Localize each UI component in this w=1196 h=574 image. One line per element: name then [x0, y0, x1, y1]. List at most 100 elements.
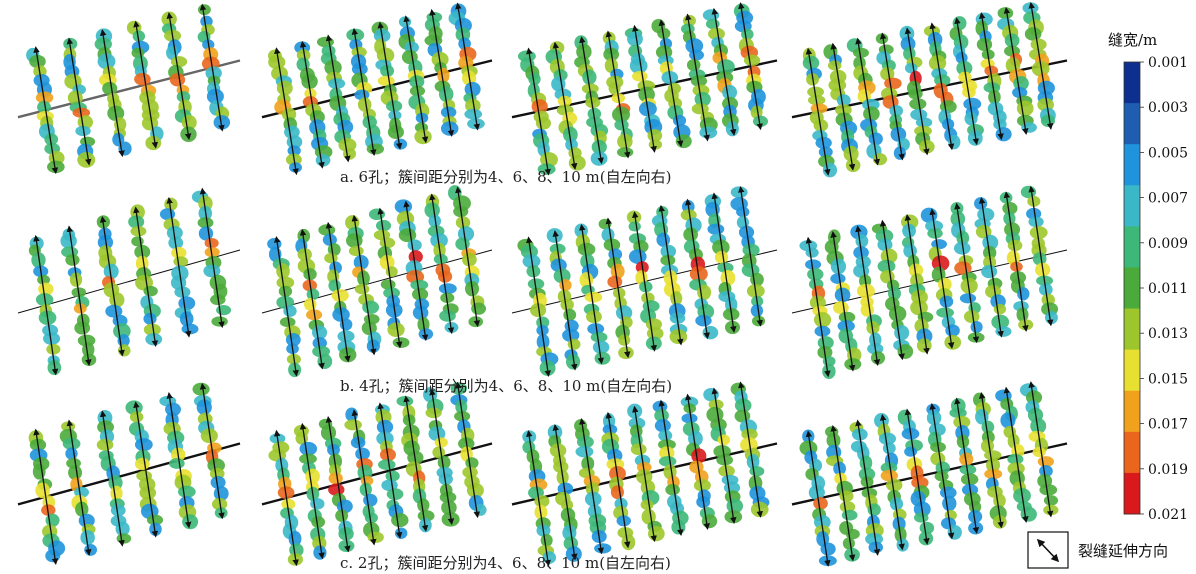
propagation-arrow	[1003, 7, 1017, 72]
propagation-arrow	[685, 13, 699, 78]
propagation-arrow	[685, 198, 699, 269]
propagation-arrow	[579, 417, 593, 487]
fracture-panel	[17, 3, 241, 175]
propagation-arrow	[455, 2, 469, 67]
fracture-band	[26, 47, 65, 174]
fracture-band	[268, 433, 304, 566]
fracture-band	[522, 430, 557, 564]
propagation-arrow	[415, 79, 429, 144]
colorbar-tick-label: 0.013	[1148, 326, 1188, 342]
propagation-arrow	[145, 84, 159, 149]
propagation-arrow	[590, 294, 604, 365]
propagation-arrow	[817, 306, 831, 378]
propagation-arrow	[855, 225, 869, 296]
propagation-arrow	[33, 428, 47, 497]
colorbar-tick-label: 0.021	[1148, 507, 1188, 523]
propagation-arrow	[891, 482, 905, 551]
propagation-arrow	[285, 497, 299, 567]
propagation-arrow	[311, 299, 325, 370]
propagation-arrow	[351, 28, 365, 93]
fracture-band	[191, 190, 232, 327]
fracture-panel	[511, 2, 778, 176]
propagation-arrow	[855, 419, 869, 488]
propagation-arrow	[299, 40, 313, 105]
fracture-band	[59, 421, 98, 556]
propagation-arrow	[696, 77, 710, 142]
propagation-arrow	[866, 295, 881, 366]
fracture-band	[295, 228, 333, 369]
fracture-band	[96, 409, 132, 544]
colorbar-segment	[1124, 472, 1140, 515]
fracture-band	[344, 407, 384, 543]
propagation-arrow	[415, 270, 429, 342]
propagation-arrow	[590, 100, 604, 165]
propagation-arrow	[1015, 261, 1029, 332]
propagation-arrow	[285, 111, 299, 176]
propagation-arrow	[658, 19, 672, 84]
colorbar-tick-label: 0.005	[1148, 145, 1188, 161]
fracture-band	[197, 4, 231, 130]
propagation-arrow	[738, 186, 752, 257]
propagation-arrow	[564, 492, 578, 561]
propagation-arrow	[199, 187, 213, 258]
propagation-arrow	[891, 96, 905, 161]
propagation-arrow	[590, 486, 604, 555]
fracture-band	[1019, 383, 1059, 516]
fracture-band	[28, 236, 62, 376]
propagation-arrow	[723, 262, 737, 333]
propagation-arrow	[658, 399, 672, 468]
caption-row-b: b. 4孔；簇间距分别为4、6、8、10 m(自左向右)	[340, 377, 672, 395]
propagation-arrow	[670, 83, 684, 148]
fracture-panel	[791, 381, 1068, 567]
propagation-arrow	[1003, 386, 1017, 455]
propagation-arrow	[273, 429, 288, 499]
fracture-band	[574, 223, 611, 365]
colorbar-tick-label: 0.001	[1148, 55, 1188, 71]
propagation-arrow	[199, 3, 213, 68]
propagation-arrow	[617, 287, 631, 359]
propagation-arrow	[273, 236, 288, 307]
propagation-arrow	[429, 193, 443, 264]
fracture-band	[159, 395, 199, 530]
propagation-arrow	[337, 98, 351, 163]
propagation-arrow	[879, 219, 894, 291]
propagation-arrow	[711, 192, 725, 263]
propagation-arrow	[403, 395, 417, 464]
propagation-arrow	[954, 397, 968, 466]
propagation-arrow	[891, 289, 905, 361]
propagation-arrow	[929, 208, 943, 279]
propagation-arrow	[363, 477, 377, 546]
propagation-arrow	[78, 101, 92, 166]
propagation-arrow	[866, 101, 881, 166]
propagation-arrow	[842, 301, 856, 372]
propagation-arrow	[978, 197, 993, 268]
propagation-arrow	[830, 231, 844, 302]
propagation-arrow	[696, 268, 710, 340]
fracture-band	[973, 392, 1007, 529]
propagation-arrow	[299, 422, 313, 492]
propagation-arrow	[45, 305, 59, 376]
propagation-arrow	[643, 88, 657, 153]
colorbar-segment	[1124, 226, 1140, 268]
colorbar-tick-label: 0.007	[1148, 191, 1188, 207]
propagation-arrow	[78, 295, 92, 366]
fracture-band	[799, 240, 836, 380]
fracture-band	[267, 49, 303, 173]
propagation-arrow	[351, 214, 365, 286]
propagation-arrow	[377, 402, 391, 471]
fracture-panel	[17, 382, 241, 565]
wellbore-line	[261, 59, 493, 119]
colorbar-segment	[1124, 308, 1140, 351]
colorbar-segment	[1124, 431, 1140, 474]
fracture-band	[974, 197, 1012, 337]
propagation-arrow	[954, 17, 968, 82]
propagation-arrow	[466, 66, 480, 131]
propagation-arrow	[526, 236, 540, 307]
propagation-arrow	[564, 105, 578, 170]
propagation-arrow	[1015, 70, 1029, 135]
propagation-arrow	[537, 306, 551, 377]
fracture-band	[899, 25, 935, 154]
propagation-arrow	[325, 221, 339, 293]
propagation-arrow	[749, 256, 763, 327]
propagation-arrow	[904, 27, 918, 92]
